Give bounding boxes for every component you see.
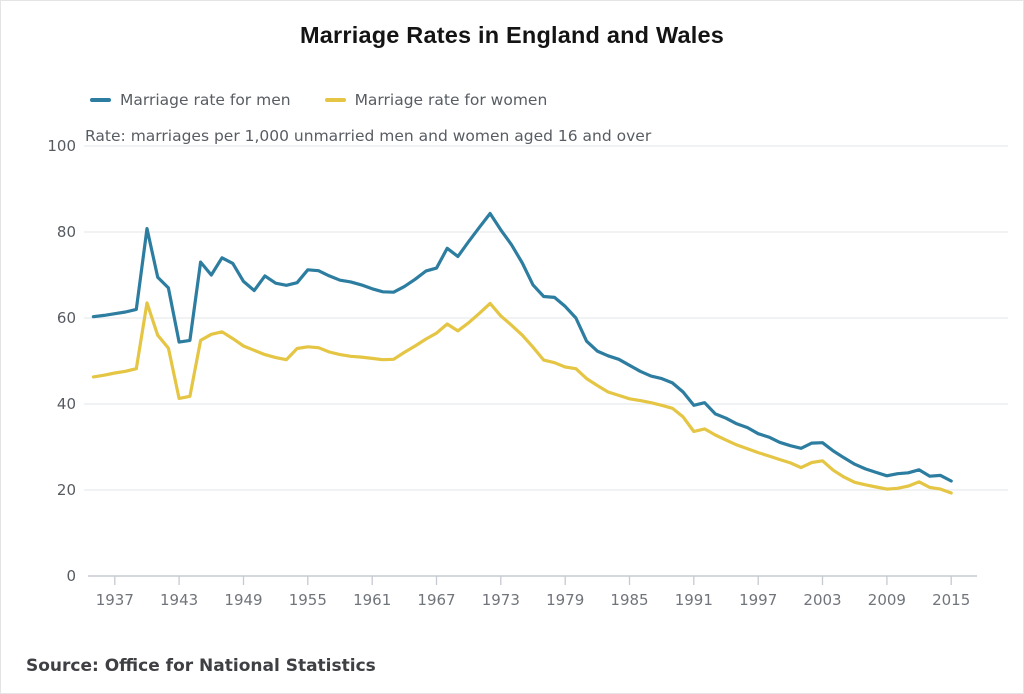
x-tick-label: 1985 (610, 591, 648, 609)
legend-item-women: Marriage rate for women (324, 91, 548, 109)
source-note: Source: Office for National Statistics (26, 656, 376, 676)
y-tick-label: 60 (57, 309, 76, 327)
x-tick-label: 1967 (417, 591, 455, 609)
x-axis-ticks: 1937 1943 1949 1955 1961 1967 1973 1979 1985 1991… (96, 576, 970, 609)
legend-label-women: Marriage rate for women (354, 91, 548, 109)
y-tick-label: 0 (66, 567, 76, 585)
women-line-swatch-icon (324, 98, 346, 102)
y-axis-labels: 0 20 40 60 80 100 (47, 137, 76, 585)
women-series-line (91, 301, 953, 495)
x-tick-label: 1955 (289, 591, 327, 609)
x-tick-label: 2003 (803, 591, 841, 609)
x-tick-label: 1973 (482, 591, 520, 609)
x-tick-label: 1949 (224, 591, 262, 609)
y-tick-label: 100 (47, 137, 76, 155)
x-tick-label: 2015 (932, 591, 970, 609)
legend-item-men: Marriage rate for men (90, 91, 291, 109)
chart-legend: Marriage rate for men Marriage rate for … (90, 91, 581, 109)
x-tick-label: 1943 (160, 591, 198, 609)
y-tick-label: 20 (57, 481, 76, 499)
x-tick-label: 1991 (675, 591, 713, 609)
men-series-line (91, 211, 953, 483)
x-tick-label: 1937 (96, 591, 134, 609)
y-tick-label: 40 (57, 395, 76, 413)
x-tick-label: 1961 (353, 591, 391, 609)
y-tick-label: 80 (57, 223, 76, 241)
x-tick-label: 2009 (868, 591, 906, 609)
legend-label-men: Marriage rate for men (120, 91, 291, 109)
chart-title: Marriage Rates in England and Wales (299, 22, 724, 48)
x-tick-label: 1979 (546, 591, 584, 609)
x-tick-label: 1997 (739, 591, 777, 609)
chart-subtitle: Rate: marriages per 1,000 unmarried men … (85, 127, 652, 145)
gridlines (84, 145, 1008, 491)
men-line-swatch-icon (90, 98, 111, 102)
